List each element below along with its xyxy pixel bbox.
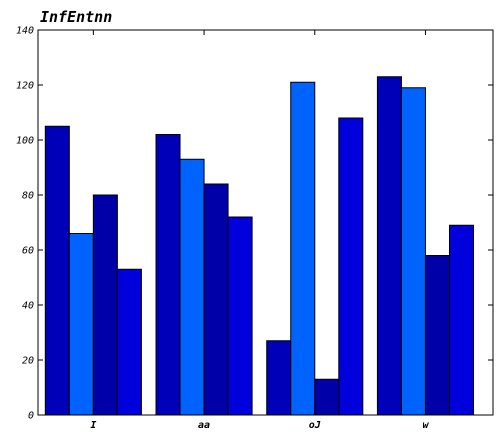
bar-2-0: [267, 341, 291, 415]
bar-2-3: [339, 118, 363, 415]
bar-1-3: [228, 217, 252, 415]
x-tick-label: oJ: [309, 420, 321, 431]
bar-0-1: [69, 234, 93, 416]
bars-layer: [45, 77, 473, 415]
bar-3-2: [425, 256, 449, 416]
bar-0-2: [93, 195, 117, 415]
y-tick-label: 80: [22, 191, 34, 202]
y-tick-label: 120: [16, 81, 34, 92]
chart-title: InfEntnn: [40, 8, 112, 26]
bar-0-0: [45, 126, 69, 415]
y-tick-label: 100: [16, 136, 34, 147]
bar-2-1: [291, 82, 315, 415]
bar-3-1: [401, 88, 425, 415]
x-tick-label: aa: [198, 420, 210, 431]
x-tick-label: I: [90, 420, 96, 431]
bar-2-2: [315, 379, 339, 415]
y-tick-label: 0: [28, 411, 34, 422]
bar-3-3: [449, 225, 473, 415]
bar-1-1: [180, 159, 204, 415]
y-tick-label: 20: [22, 356, 34, 367]
y-tick-label: 40: [22, 301, 34, 312]
bar-1-2: [204, 184, 228, 415]
bar-1-0: [156, 135, 180, 416]
bar-0-3: [117, 269, 141, 415]
y-tick-label: 60: [22, 246, 34, 257]
y-tick-label: 140: [16, 26, 34, 37]
bar-3-0: [377, 77, 401, 415]
x-tick-label: w: [422, 420, 429, 431]
